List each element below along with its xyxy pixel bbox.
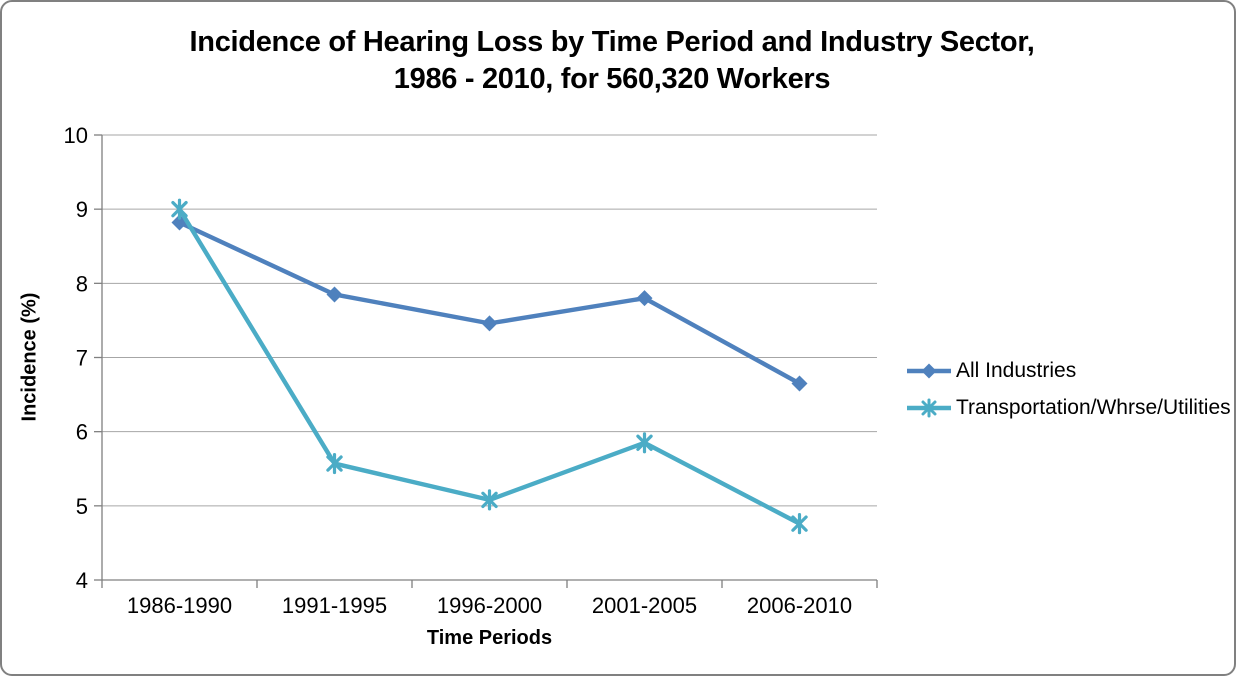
- diamond-icon: [921, 363, 937, 379]
- asterisk-stroke: [791, 515, 808, 532]
- data-point-all-industries-marker: [481, 315, 498, 332]
- x-tick-label: 1996-2000: [437, 593, 542, 618]
- data-point-transportation-whrse-utilities-marker: [326, 452, 343, 475]
- asterisk-stroke: [171, 200, 188, 218]
- y-tick-label: 9: [76, 197, 88, 222]
- data-point-all-industries-marker: [636, 290, 653, 307]
- y-tick-label: 8: [76, 271, 88, 296]
- legend-item-all-industries: All Industries: [907, 359, 1231, 383]
- asterisk-stroke: [481, 491, 498, 509]
- asterisk-stroke: [326, 455, 343, 472]
- series-line-transportation-whrse-utilities: [177, 206, 802, 526]
- data-point-transportation-whrse-utilities-marker: [171, 198, 188, 220]
- asterisk-legend-marker-icon: [907, 398, 951, 418]
- chart-title-line1: Incidence of Hearing Loss by Time Period…: [189, 26, 1035, 58]
- y-tick-label: 5: [76, 494, 88, 519]
- legend: All Industries Transportation/Whrse/Utili…: [907, 359, 1231, 420]
- x-tick-label: 2006-2010: [747, 593, 852, 618]
- data-point-transportation-whrse-utilities-marker: [791, 513, 808, 535]
- asterisk-icon: [921, 400, 937, 416]
- y-tick-label: 4: [76, 568, 88, 593]
- legend-label: All Industries: [956, 359, 1077, 382]
- y-tick-label: 10: [64, 123, 88, 148]
- chart-title-line2: 1986 - 2010, for 560,320 Workers: [393, 63, 831, 95]
- data-point-transportation-whrse-utilities-marker: [481, 489, 498, 511]
- legend-label: Transportation/Whrse/Utilities: [956, 396, 1231, 419]
- x-tick-label: 2001-2005: [592, 593, 697, 618]
- diamond-legend-marker-icon: [907, 363, 951, 379]
- y-tick-label: 7: [76, 346, 88, 371]
- x-tick-label: 1991-1995: [282, 593, 387, 618]
- x-tick-label: 1986-1990: [127, 593, 232, 618]
- data-point-all-industries-marker: [326, 286, 343, 303]
- data-point-transportation-whrse-utilities-marker: [636, 432, 653, 454]
- x-axis-title: Time Periods: [426, 627, 553, 649]
- legend-item-transportation-whrse-utilities: Transportation/Whrse/Utilities: [907, 396, 1231, 420]
- y-axis-title: Incidence (%): [18, 292, 41, 422]
- chart-title: Incidence of Hearing Loss by Time Period…: [2, 24, 1222, 98]
- y-tick-label: 6: [76, 420, 88, 445]
- asterisk-stroke: [636, 434, 653, 451]
- data-point-all-industries-marker: [791, 375, 808, 392]
